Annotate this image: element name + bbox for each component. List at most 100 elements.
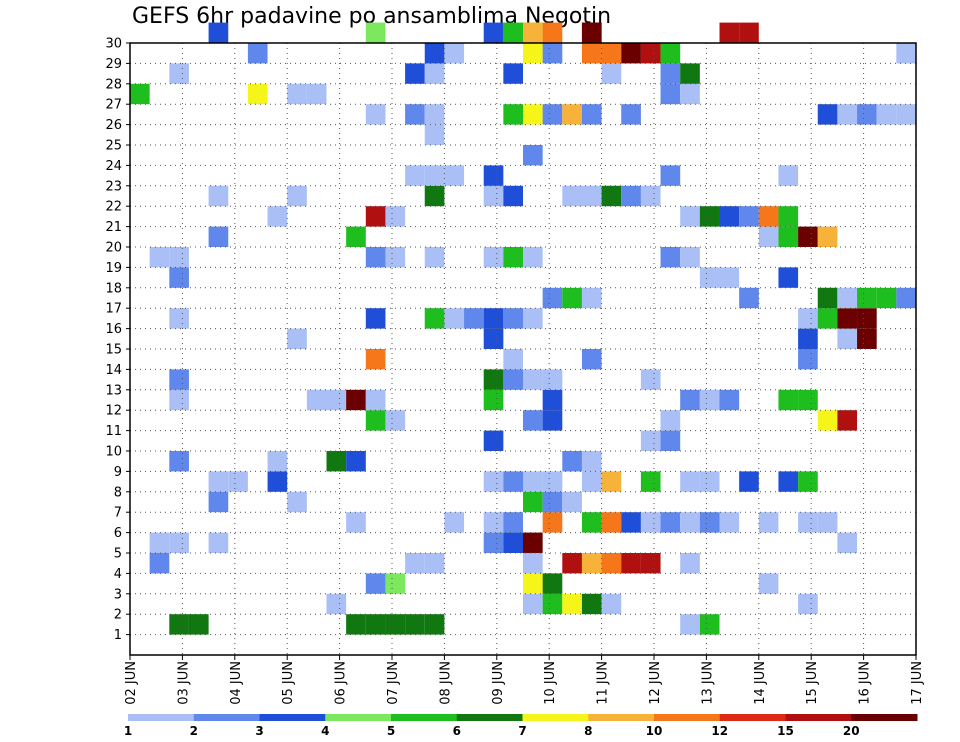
heatmap-cell [523,22,543,43]
heatmap-cell [365,389,386,411]
heatmap-cell [581,22,602,43]
heatmap-cell [778,165,799,186]
heatmap-cell [562,287,582,309]
heatmap-cell [680,512,700,533]
x-tick-label: 14 JUN [753,661,768,705]
heatmap-cell [365,614,386,635]
heatmap-cell [523,491,543,513]
heatmap-cell [680,471,700,492]
heatmap-cell [778,226,799,247]
y-tick-label: 10 [105,445,122,460]
heatmap-cell [424,104,445,125]
heatmap-cell [601,512,622,533]
heatmap-cell [346,614,366,635]
heatmap-cell [149,247,170,268]
colorbar-label: 12 [711,724,728,738]
heatmap-cell [798,308,818,329]
heatmap-cell [758,512,779,533]
heatmap-cell [464,308,484,329]
heatmap-cell [621,512,641,533]
x-tick-label: 12 JUN [648,661,663,705]
colorbar-label: 1 [124,724,132,738]
heatmap-cell [503,349,523,370]
heatmap-cell [483,532,504,553]
x-tick-label: 04 JUN [229,661,244,705]
x-tick-label: 03 JUN [176,661,191,705]
heatmap-cell [523,247,543,268]
heatmap-cell [581,349,602,370]
heatmap-cell [581,185,602,207]
y-tick-label: 1 [114,628,122,643]
heatmap-cell [503,532,523,553]
heatmap-cell [798,389,818,411]
heatmap-cell [699,614,720,635]
heatmap-cell [562,491,582,513]
heatmap-cell [503,308,523,329]
heatmap-cell [680,389,700,411]
y-tick-label: 14 [105,363,122,378]
y-tick-label: 27 [105,98,122,113]
heatmap-cell [699,471,720,492]
heatmap-cell [857,104,877,125]
heatmap-cell [385,614,406,635]
heatmap-cell [326,389,347,411]
heatmap-cell [640,512,661,533]
heatmap-cell [287,491,307,513]
heatmap-cell [523,308,543,329]
heatmap-cell [267,451,288,472]
heatmap-cell [444,512,465,533]
x-tick-label: 05 JUN [281,661,296,705]
heatmap-cell [739,206,759,227]
heatmap-cell [385,410,406,431]
heatmap-cell [719,22,740,43]
heatmap-cell [424,43,445,64]
y-tick-label: 16 [105,322,122,337]
heatmap-cell [503,512,523,533]
heatmap-cell [405,553,425,574]
heatmap-cell [365,104,386,125]
heatmap-cell [542,104,563,125]
heatmap-cell [365,308,386,329]
heatmap-cell [798,349,818,370]
colorbar-label: 3 [255,724,263,738]
heatmap-cell [247,43,268,64]
y-tick-label: 26 [105,118,122,133]
heatmap-cell [405,104,425,125]
colorbar-swatch [851,714,918,721]
heatmap-cell [542,471,563,492]
heatmap-cell [660,430,681,451]
heatmap-cell [562,593,582,615]
heatmap-cell [287,328,307,349]
heatmap-cell [876,287,897,309]
heatmap-cell [542,22,563,43]
heatmap-cell [483,430,504,451]
heatmap-cell [837,410,858,431]
y-tick-label: 22 [105,200,122,215]
heatmap-cell [837,308,858,329]
y-tick-label: 11 [105,424,122,439]
heatmap-cell [680,553,700,574]
heatmap-cell [169,247,189,268]
heatmap-cell [680,83,700,105]
heatmap-cell [365,247,386,268]
y-tick-label: 7 [114,506,122,521]
heatmap-cell [169,369,189,390]
heatmap-cell [739,471,759,492]
colorbar-label: 2 [190,724,198,738]
heatmap-cell [778,206,799,227]
colorbar-swatch [391,714,458,721]
colorbar-label: 8 [584,724,592,738]
heatmap-cell [523,43,543,64]
heatmap-cell [503,22,523,43]
y-tick-label: 17 [105,302,122,317]
heatmap-cell [346,451,366,472]
heatmap-cell [444,308,465,329]
heatmap-cell [149,532,170,553]
heatmap-cell [857,308,877,329]
heatmap-cell [640,553,661,574]
heatmap-cell [188,614,209,635]
heatmap-cell [817,410,838,431]
y-axis-labels: 1234567891011121314151617181920212223242… [105,37,130,643]
heatmap-cell [837,328,858,349]
heatmap-cell [719,389,740,411]
